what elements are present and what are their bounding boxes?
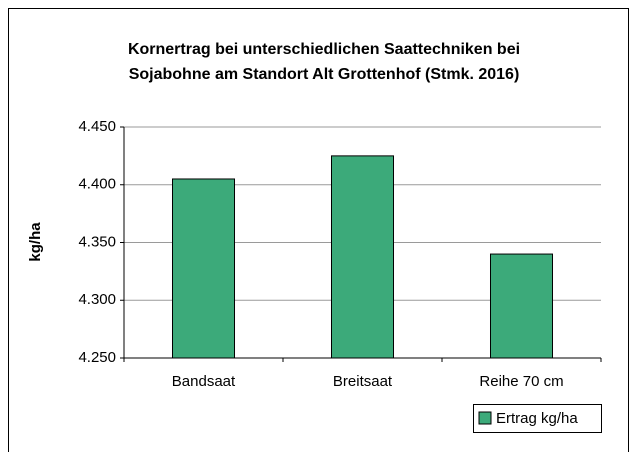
legend-box [473, 404, 602, 433]
chart-title-line: Kornertrag bei unterschiedlichen Saattec… [128, 41, 520, 58]
y-axis-label: kg/ha [27, 222, 44, 262]
y-tick-label: 4.450 [78, 118, 116, 135]
y-tick-label: 4.400 [78, 176, 116, 193]
x-tick-label: Reihe 70 cm [479, 373, 563, 390]
chart-frame [8, 8, 629, 452]
bar [330, 155, 395, 359]
chart-title-line: Sojabohne am Standort Alt Grottenhof (St… [129, 66, 520, 83]
y-tick-label: 4.300 [78, 291, 116, 308]
x-tick-label: Breitsaat [333, 373, 393, 390]
bar [171, 178, 236, 359]
y-tick-label: 4.250 [78, 349, 116, 366]
legend-swatch [478, 411, 492, 425]
bar [489, 253, 554, 359]
x-tick-label: Bandsaat [172, 373, 236, 390]
y-tick-label: 4.350 [78, 233, 116, 250]
legend-label: Ertrag kg/ha [496, 410, 578, 427]
